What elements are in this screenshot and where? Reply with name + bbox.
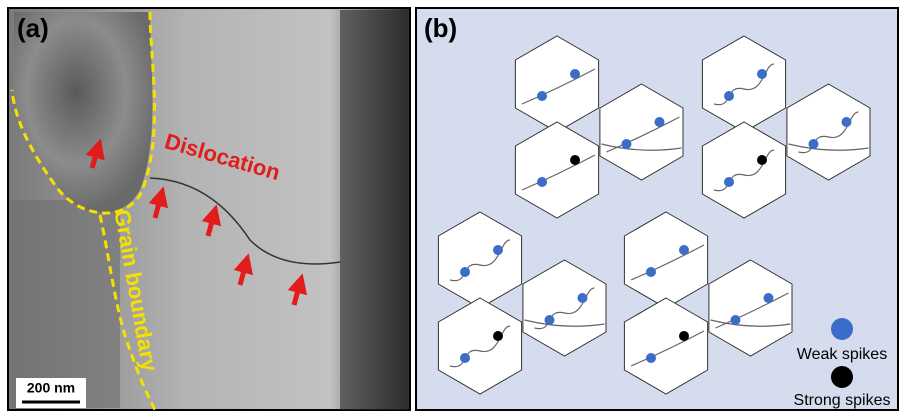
weak-spike (679, 245, 689, 255)
weak-spike (841, 117, 851, 127)
weak-spike (577, 293, 587, 303)
weak-spike (724, 91, 734, 101)
texture (340, 10, 408, 410)
strong-spike (493, 331, 503, 341)
legend-weak-marker (831, 318, 853, 340)
weak-spike (724, 177, 734, 187)
strong-spike (757, 155, 767, 165)
panel-a: (a) Dislocation Grain boundary 200 nm (8, 8, 410, 410)
weak-spike (763, 293, 773, 303)
weak-spike (646, 353, 656, 363)
weak-spike (537, 91, 547, 101)
weak-spike (537, 177, 547, 187)
strong-spike (679, 331, 689, 341)
weak-spike (544, 315, 554, 325)
weak-spike (460, 267, 470, 277)
weak-spike (460, 353, 470, 363)
weak-spike (757, 69, 767, 79)
weak-spike (570, 69, 580, 79)
panel-b: (b) Weak spikes Strong spikes (416, 8, 898, 410)
weak-spike (730, 315, 740, 325)
legend-strong-marker (831, 366, 853, 388)
weak-spike (654, 117, 664, 127)
panel-label: (b) (424, 13, 457, 43)
weak-spike (493, 245, 503, 255)
weak-spike (621, 139, 631, 149)
scale-bar-label: 200 nm (27, 380, 75, 396)
strong-spike (570, 155, 580, 165)
figure: (a) Dislocation Grain boundary 200 nm (b… (0, 0, 904, 416)
weak-spike (808, 139, 818, 149)
legend-strong: Strong spikes (794, 392, 891, 409)
weak-spike (646, 267, 656, 277)
panel-label: (a) (17, 13, 49, 43)
legend-weak: Weak spikes (797, 346, 887, 363)
